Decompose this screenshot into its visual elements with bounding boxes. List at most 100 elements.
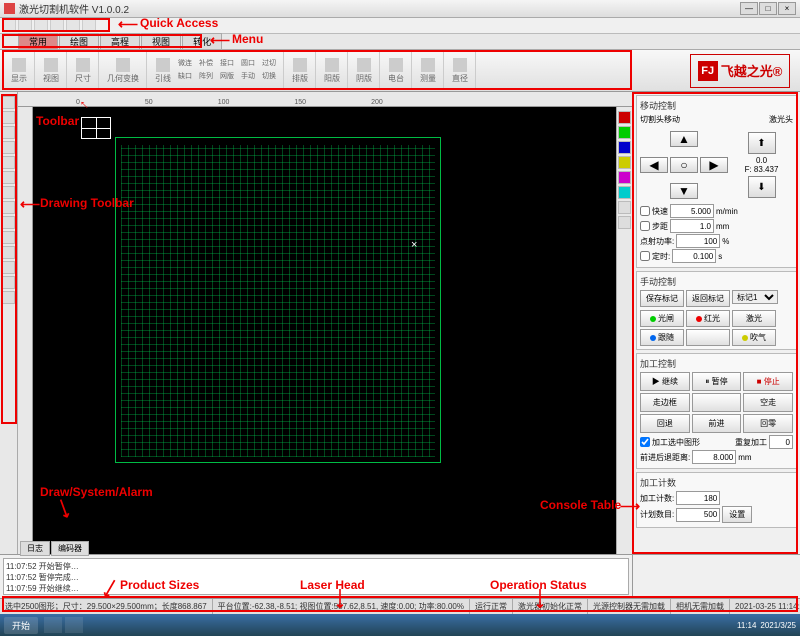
frame-button[interactable]: 走边框 [640, 393, 690, 412]
log-tab[interactable]: 日志 [20, 541, 50, 556]
blank-button[interactable] [686, 329, 730, 346]
shutter-button[interactable]: 光闸 [640, 310, 684, 327]
ribbon-sub-1[interactable]: 微连 [175, 57, 195, 69]
tool-dim-icon[interactable] [2, 261, 15, 274]
ribbon-sub-10[interactable]: 切换 [259, 70, 279, 82]
ribbon-display[interactable]: 显示 [8, 57, 30, 85]
back-mark-button[interactable]: 返回标记 [686, 290, 730, 307]
menu-tab-view[interactable]: 视图 [141, 33, 181, 49]
head-down-button[interactable]: ⬇ [748, 176, 776, 198]
qa-new-icon[interactable] [2, 19, 16, 32]
tool-select-icon[interactable] [2, 96, 15, 109]
laser-button[interactable]: 激光 [732, 310, 776, 327]
encoder-tab[interactable]: 编码器 [51, 541, 89, 556]
ribbon-sub-7[interactable]: 阵列 [196, 70, 216, 82]
ribbon-station[interactable]: 电台 [385, 57, 407, 85]
done-input[interactable] [676, 491, 720, 505]
ribbon-sub-4[interactable]: 圆口 [238, 57, 258, 69]
head-up-button[interactable]: ⬆ [748, 132, 776, 154]
menu-tab-common[interactable]: 常用 [18, 33, 58, 49]
task-item-1[interactable] [44, 617, 62, 633]
qa-undo-icon[interactable] [50, 19, 64, 32]
maximize-button[interactable]: □ [759, 2, 777, 15]
close-button[interactable]: × [778, 2, 796, 15]
blow-button[interactable]: 吹气 [732, 329, 776, 346]
home-button[interactable]: 回零 [743, 414, 793, 433]
layer-green[interactable] [618, 126, 631, 139]
tool-snap-icon[interactable] [2, 276, 15, 289]
time-input[interactable] [672, 249, 716, 263]
tool-measure-icon[interactable] [2, 246, 15, 259]
qa-save-icon[interactable] [34, 19, 48, 32]
qa-more-icon[interactable] [82, 19, 96, 32]
ribbon-lead[interactable]: 引线 [152, 57, 174, 85]
follow-button[interactable]: 跟随 [640, 329, 684, 346]
ribbon-measure[interactable]: 测量 [417, 57, 439, 85]
feed-input[interactable] [692, 450, 736, 464]
set-button[interactable]: 设置 [722, 506, 752, 523]
start-button[interactable]: 开始 [4, 617, 38, 634]
repeat-input[interactable] [769, 435, 793, 449]
ribbon-sub-6[interactable]: 缺口 [175, 70, 195, 82]
layer-cyan[interactable] [618, 186, 631, 199]
tool-zoom-icon[interactable] [2, 216, 15, 229]
time-checkbox[interactable] [640, 251, 650, 261]
tool-circle-icon[interactable] [2, 141, 15, 154]
power-input[interactable] [676, 234, 720, 248]
tool-polyline-icon[interactable] [2, 171, 15, 184]
stop-button[interactable]: ■ 停止 [743, 372, 793, 391]
tool-arc-icon[interactable] [2, 156, 15, 169]
layer-yellow[interactable] [618, 156, 631, 169]
layer-red[interactable] [618, 111, 631, 124]
ribbon-size[interactable]: 尺寸 [72, 57, 94, 85]
move-right-button[interactable]: ▶ [700, 157, 728, 173]
ribbon-sub-3[interactable]: 接口 [217, 57, 237, 69]
save-mark-button[interactable]: 保存标记 [640, 290, 684, 307]
ribbon-pos[interactable]: 阳版 [321, 57, 343, 85]
tool-pan-icon[interactable] [2, 231, 15, 244]
menu-tab-elev[interactable]: 高程 [100, 33, 140, 49]
step-input[interactable] [670, 219, 714, 233]
move-up-button[interactable]: ▲ [670, 131, 698, 147]
back-button[interactable]: 回退 [640, 414, 690, 433]
tool-grid-icon[interactable] [2, 291, 15, 304]
pause-button[interactable]: ⏸ 暂停 [692, 372, 742, 391]
qa-redo-icon[interactable] [66, 19, 80, 32]
canvas-viewport[interactable]: × [33, 107, 616, 554]
continue-button[interactable]: ▶ 继续 [640, 372, 690, 391]
ribbon-sub-5[interactable]: 过切 [259, 57, 279, 69]
move-left-button[interactable]: ◀ [640, 157, 668, 173]
layer-blue[interactable] [618, 141, 631, 154]
selwork-checkbox[interactable] [640, 437, 650, 447]
tool-text-icon[interactable] [2, 201, 15, 214]
ribbon-layout[interactable]: 排版 [289, 57, 311, 85]
move-down-button[interactable]: ▼ [670, 183, 698, 199]
dryrun-button[interactable]: 空走 [743, 393, 793, 412]
menu-tab-convert[interactable]: 转化 [182, 33, 222, 49]
ribbon-sub-8[interactable]: 网版 [217, 70, 237, 82]
redlight-button[interactable]: 红光 [686, 310, 730, 327]
qa-open-icon[interactable] [18, 19, 32, 32]
mark-select[interactable]: 标记1 [732, 290, 778, 304]
ribbon-view[interactable]: 视图 [40, 57, 62, 85]
layer-7[interactable] [618, 201, 631, 214]
ribbon-neg[interactable]: 阴版 [353, 57, 375, 85]
fast-checkbox[interactable] [640, 206, 650, 216]
ribbon-diameter[interactable]: 直径 [449, 57, 471, 85]
blank2-button[interactable] [692, 393, 742, 412]
step-checkbox[interactable] [640, 221, 650, 231]
tool-point-icon[interactable] [2, 186, 15, 199]
tool-rect-icon[interactable] [2, 126, 15, 139]
ribbon-transform[interactable]: 几何变换 [104, 57, 142, 85]
tool-line-icon[interactable] [2, 111, 15, 124]
fast-input[interactable] [670, 204, 714, 218]
menu-tab-draw[interactable]: 绘图 [59, 33, 99, 49]
ribbon-sub-9[interactable]: 手动 [238, 70, 258, 82]
minimize-button[interactable]: — [740, 2, 758, 15]
forward-button[interactable]: 前进 [692, 414, 742, 433]
plan-input[interactable] [676, 508, 720, 522]
ribbon-sub-2[interactable]: 补偿 [196, 57, 216, 69]
layer-8[interactable] [618, 216, 631, 229]
move-center-button[interactable]: ○ [670, 157, 698, 173]
task-item-2[interactable] [65, 617, 83, 633]
